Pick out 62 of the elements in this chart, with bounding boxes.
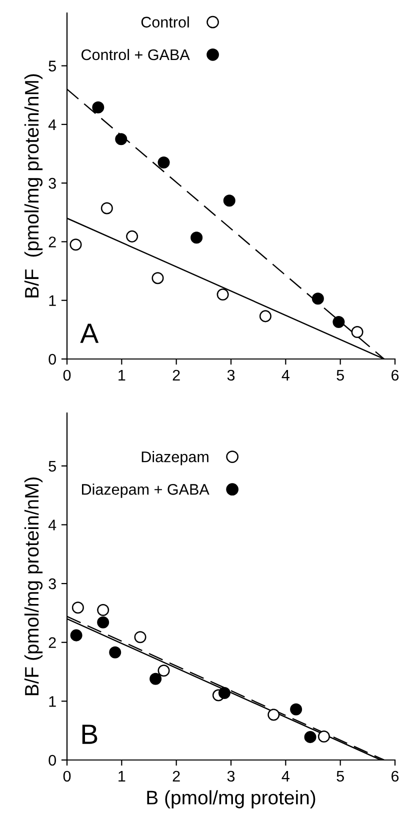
point (290, 703, 302, 716)
y-axis-title: B/F (pmol/mg protein/nM) (24, 477, 43, 696)
point (150, 672, 162, 685)
annotation: B (82, 724, 98, 744)
y-tick-label: 0 (48, 754, 56, 766)
y-tick-label: 5 (48, 460, 56, 472)
point (190, 232, 203, 244)
point (312, 292, 324, 305)
point (72, 602, 84, 614)
point (100, 202, 113, 214)
point (216, 288, 229, 300)
point (109, 646, 122, 658)
y-tick-label: 1 (49, 696, 56, 707)
x-tick-label: 6 (392, 770, 399, 782)
point (92, 101, 104, 114)
y-tick-label: 2 (48, 637, 56, 648)
legend-label: Control + GABA (82, 48, 190, 60)
x-tick-label: 2 (172, 770, 180, 782)
point (115, 133, 128, 146)
y-tick-label: 5 (48, 60, 56, 72)
y-tick-label: 0 (48, 354, 56, 365)
x-tick-label: 1 (118, 770, 126, 782)
x-tick-label: 3 (227, 770, 235, 782)
point (318, 730, 330, 742)
point (126, 230, 138, 242)
point (259, 310, 272, 322)
y-tick-label: 3 (48, 178, 56, 189)
y-tick-label: 4 (48, 520, 56, 530)
point (158, 664, 170, 677)
x-axis-title: B (pmol/mg protein) (147, 790, 316, 808)
y-axis-title: B/F (pmol/mg protein/nM) (24, 74, 43, 298)
point (268, 708, 280, 721)
legend-label: Diazepam (142, 451, 208, 466)
x-tick-label: 4 (282, 370, 290, 380)
x-tick-label: 3 (227, 370, 235, 381)
x-tick-label: 5 (336, 370, 344, 381)
point (218, 686, 230, 699)
y-tick-label: 3 (48, 578, 56, 590)
point (223, 194, 236, 207)
legend-label: Diazepam + GABA (82, 484, 210, 498)
x-tick-label: 0 (63, 770, 71, 782)
point (70, 629, 82, 642)
point (152, 272, 164, 284)
point (97, 616, 110, 628)
x-tick-label: 5 (336, 770, 344, 782)
point (97, 604, 110, 616)
x-tick-label: 4 (282, 770, 290, 782)
point (332, 316, 345, 328)
y-tick-label: 2 (48, 236, 56, 248)
point (70, 238, 82, 251)
x-tick-label: 2 (172, 370, 180, 380)
y-tick-label: 1 (49, 295, 56, 306)
legend-label: Control (141, 16, 189, 28)
x-tick-label: 1 (118, 370, 126, 380)
x-tick-label: 0 (63, 370, 71, 381)
point (304, 731, 316, 744)
point (158, 156, 170, 169)
annotation: A (80, 324, 99, 343)
y-tick-label: 4 (48, 119, 56, 130)
point (351, 326, 364, 338)
point (134, 631, 146, 644)
x-tick-label: 6 (392, 370, 399, 381)
